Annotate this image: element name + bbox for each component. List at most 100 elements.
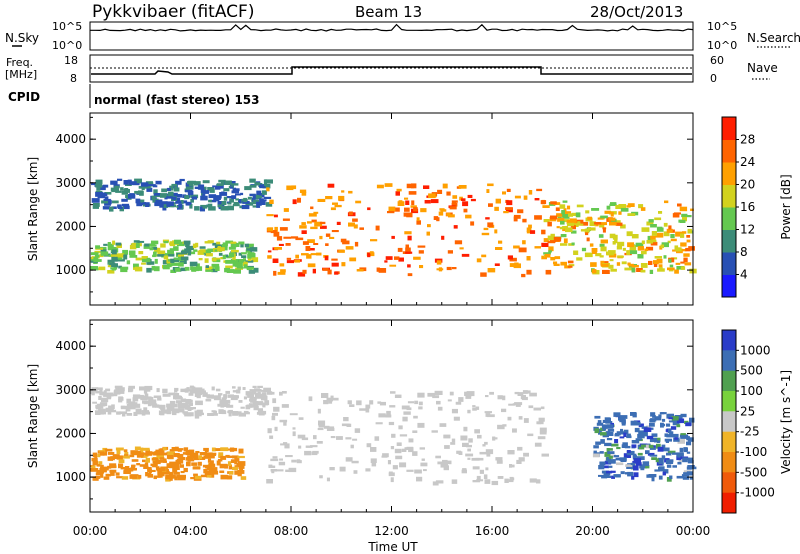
data-cell bbox=[160, 448, 165, 454]
data-cell bbox=[133, 240, 140, 243]
data-cell bbox=[220, 257, 225, 260]
data-cell bbox=[629, 250, 638, 255]
data-cell bbox=[168, 392, 175, 396]
data-cell bbox=[141, 256, 148, 260]
data-cell bbox=[256, 412, 265, 415]
data-cell bbox=[189, 203, 193, 209]
data-cell bbox=[194, 186, 200, 189]
freq-right-tick-top: 60 bbox=[710, 54, 724, 67]
data-cell bbox=[96, 464, 101, 467]
data-cell bbox=[395, 191, 400, 196]
data-cell bbox=[349, 257, 357, 262]
data-cell bbox=[679, 447, 684, 453]
data-cell bbox=[204, 241, 212, 244]
colorbar-swatch bbox=[722, 184, 736, 208]
data-cell bbox=[95, 404, 100, 409]
data-cell bbox=[129, 474, 138, 479]
data-cell bbox=[321, 393, 329, 398]
data-cell bbox=[631, 234, 639, 239]
data-cell bbox=[203, 455, 211, 459]
data-cell bbox=[571, 222, 579, 227]
data-cell bbox=[616, 447, 621, 450]
data-cell bbox=[229, 447, 235, 452]
data-cell bbox=[187, 181, 195, 185]
data-cell bbox=[381, 455, 388, 458]
data-cell bbox=[199, 206, 205, 212]
data-cell bbox=[458, 397, 464, 402]
data-cell bbox=[125, 406, 129, 412]
colorbar-tick-label: 500 bbox=[740, 364, 763, 378]
data-cell bbox=[144, 411, 150, 415]
data-cell bbox=[279, 263, 285, 267]
data-cell bbox=[200, 189, 206, 194]
data-cell bbox=[601, 475, 608, 479]
data-cell bbox=[259, 186, 266, 189]
data-cell bbox=[669, 264, 674, 268]
data-cell bbox=[378, 413, 386, 418]
data-cell bbox=[645, 465, 650, 469]
data-cell bbox=[197, 266, 203, 271]
colorbar-swatch bbox=[722, 274, 736, 298]
data-cell bbox=[623, 429, 629, 435]
data-cell bbox=[176, 400, 182, 404]
data-cell bbox=[201, 390, 206, 394]
data-cell bbox=[232, 390, 237, 393]
x-tick-label: 12:00 bbox=[374, 524, 409, 538]
data-cell bbox=[95, 179, 103, 185]
data-cell bbox=[328, 400, 333, 404]
data-cell bbox=[272, 456, 278, 459]
data-cell bbox=[523, 195, 528, 200]
data-cell bbox=[166, 455, 174, 459]
data-cell bbox=[103, 392, 108, 397]
data-cell bbox=[404, 231, 412, 235]
data-cell bbox=[590, 262, 597, 267]
data-cell bbox=[94, 250, 101, 253]
data-cell bbox=[98, 185, 106, 191]
data-cell bbox=[502, 395, 506, 401]
colorbar-tick-label: 12 bbox=[740, 223, 755, 237]
data-cell bbox=[99, 388, 103, 392]
data-cell bbox=[168, 191, 174, 196]
data-cell bbox=[175, 180, 182, 185]
data-cell bbox=[606, 205, 611, 210]
data-cell bbox=[102, 206, 111, 210]
data-cell bbox=[279, 419, 288, 423]
data-cell bbox=[214, 195, 222, 199]
data-cell bbox=[420, 208, 427, 213]
data-cell bbox=[567, 265, 573, 268]
data-cell bbox=[147, 474, 154, 478]
data-cell bbox=[244, 186, 252, 191]
data-cell bbox=[177, 402, 186, 408]
data-cell bbox=[541, 255, 547, 260]
data-cell bbox=[538, 417, 545, 422]
data-cell bbox=[117, 204, 122, 208]
data-cell bbox=[186, 461, 191, 467]
data-cell bbox=[563, 238, 568, 244]
data-cell bbox=[683, 447, 688, 453]
data-cell bbox=[184, 266, 190, 271]
data-cell bbox=[483, 227, 489, 231]
data-cell bbox=[220, 447, 229, 452]
data-cell bbox=[204, 394, 210, 397]
data-cell bbox=[267, 227, 274, 232]
data-cell bbox=[132, 397, 139, 402]
data-cell bbox=[205, 269, 213, 272]
data-cell bbox=[619, 457, 627, 461]
data-cell bbox=[142, 202, 150, 205]
data-cell bbox=[494, 263, 500, 266]
data-cell bbox=[146, 267, 152, 273]
data-cell bbox=[93, 389, 98, 392]
data-cell bbox=[98, 461, 103, 465]
data-cell bbox=[98, 266, 106, 271]
data-cell bbox=[174, 390, 178, 393]
data-cell bbox=[676, 475, 685, 479]
data-cell bbox=[394, 256, 400, 260]
data-cell bbox=[301, 222, 306, 226]
data-cell bbox=[671, 229, 675, 233]
data-cell bbox=[158, 467, 166, 472]
data-cell bbox=[171, 447, 179, 452]
data-cell bbox=[187, 190, 194, 196]
data-cell bbox=[513, 214, 521, 219]
data-cell bbox=[230, 186, 233, 189]
data-cell bbox=[307, 263, 316, 268]
